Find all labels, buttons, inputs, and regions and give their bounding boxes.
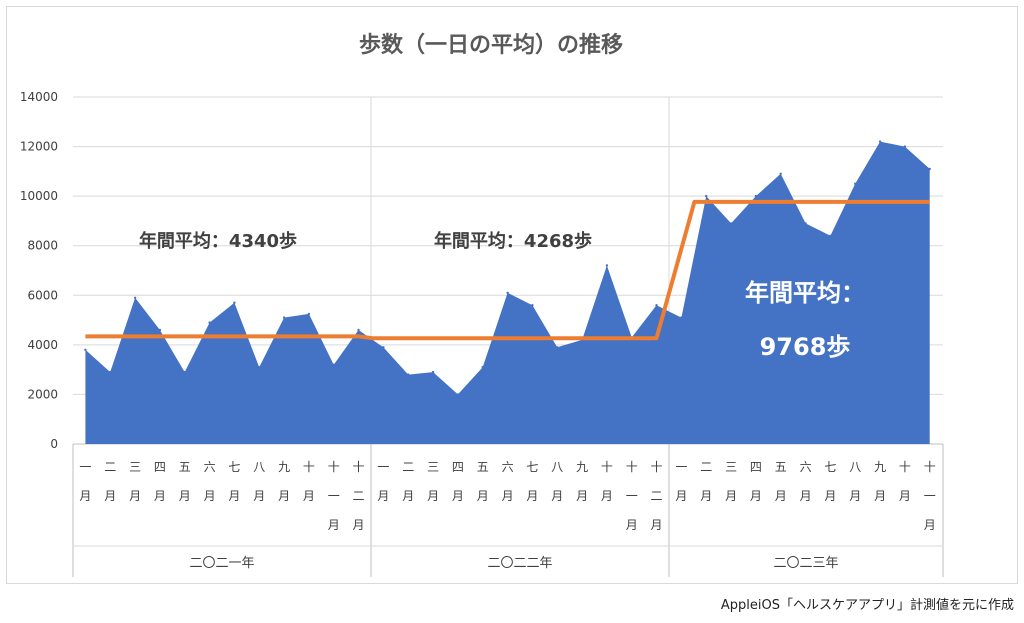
y-tick-label: 10000	[20, 189, 58, 203]
y-tick-label: 12000	[20, 140, 58, 154]
month-label: 八月	[849, 460, 861, 503]
data-point	[928, 167, 931, 171]
average-label-2021: 年間平均：4340歩	[139, 230, 297, 252]
data-point	[878, 140, 882, 143]
y-tick-label: 8000	[27, 239, 58, 253]
month-label: 一月	[79, 460, 91, 503]
month-label: 四月	[750, 460, 762, 503]
month-label: 十一月	[626, 460, 638, 532]
month-label: 一月	[675, 460, 687, 503]
month-label: 二月	[104, 460, 116, 503]
month-label: 九月	[278, 460, 290, 503]
data-point	[754, 194, 758, 198]
month-label: 七月	[824, 460, 836, 503]
data-point	[158, 328, 162, 332]
data-point	[556, 346, 559, 349]
chart-title: 歩数（一日の平均）の推移	[359, 32, 623, 58]
month-label: 十一月	[924, 460, 936, 532]
y-tick-label: 0	[50, 437, 58, 451]
month-label: 十月	[601, 460, 613, 503]
month-label: 六月	[204, 460, 216, 503]
data-point	[680, 316, 683, 319]
data-point	[407, 373, 410, 376]
data-point	[431, 370, 435, 374]
month-label: 五月	[477, 460, 489, 503]
month-label: 五月	[775, 460, 787, 503]
month-label: 四月	[452, 460, 464, 503]
y-tick-label: 6000	[27, 288, 58, 302]
data-point	[456, 393, 460, 396]
month-label: 九月	[576, 460, 588, 503]
average-line	[85, 199, 930, 341]
month-label: 三月	[129, 460, 141, 503]
data-point	[282, 316, 286, 319]
month-label: 二月	[700, 460, 712, 503]
data-point	[258, 366, 261, 369]
data-point	[208, 321, 211, 324]
month-label: 二月	[402, 460, 414, 503]
data-point	[233, 301, 236, 304]
data-point	[84, 348, 87, 351]
month-label: 九月	[874, 460, 886, 503]
month-label: 一月	[377, 460, 389, 503]
average-label-2022: 年間平均：4268歩	[434, 230, 592, 252]
y-tick-label: 4000	[27, 338, 58, 352]
data-point	[481, 366, 484, 369]
data-point	[332, 363, 335, 366]
data-point	[307, 312, 311, 316]
source-note: AppleiOS「ヘルスケアアプリ」計測値を元に作成	[720, 598, 1014, 613]
data-point	[779, 172, 782, 175]
month-label: 八月	[551, 460, 563, 503]
data-point	[729, 222, 733, 225]
data-point	[109, 370, 112, 374]
data-point	[903, 145, 907, 148]
y-tick-label: 2000	[27, 387, 58, 401]
data-point	[655, 304, 658, 307]
month-label: 十月	[303, 460, 315, 503]
month-label: 六月	[800, 460, 812, 503]
data-point	[804, 222, 807, 225]
steps-area	[85, 141, 930, 444]
data-point	[133, 296, 137, 299]
data-point	[506, 291, 509, 294]
month-label: 七月	[526, 460, 538, 503]
data-point	[357, 328, 360, 332]
month-label: 十月	[899, 460, 911, 503]
month-label: 七月	[228, 460, 240, 503]
y-tick-label: 14000	[20, 90, 58, 104]
data-point	[854, 182, 857, 185]
data-point	[382, 346, 385, 349]
month-label: 四月	[154, 460, 166, 503]
month-label: 三月	[427, 460, 439, 503]
year-label: 二〇二三年	[773, 556, 838, 571]
year-label: 二〇二一年	[189, 556, 254, 571]
data-point	[183, 370, 186, 374]
month-label: 三月	[725, 460, 737, 503]
month-label: 十二月	[352, 460, 364, 532]
data-point	[531, 304, 534, 307]
month-label: 六月	[502, 460, 514, 503]
data-point	[605, 264, 609, 267]
data-point	[705, 194, 708, 198]
data-point	[829, 234, 832, 237]
month-label: 十二月	[650, 460, 662, 532]
month-label: 十一月	[328, 460, 340, 532]
average-label-2023-line2: 9768歩	[760, 333, 851, 361]
month-label: 八月	[253, 460, 265, 503]
month-label: 五月	[179, 460, 191, 503]
average-label-2023-line1: 年間平均：	[745, 279, 865, 307]
year-label: 二〇二二年	[487, 556, 552, 571]
